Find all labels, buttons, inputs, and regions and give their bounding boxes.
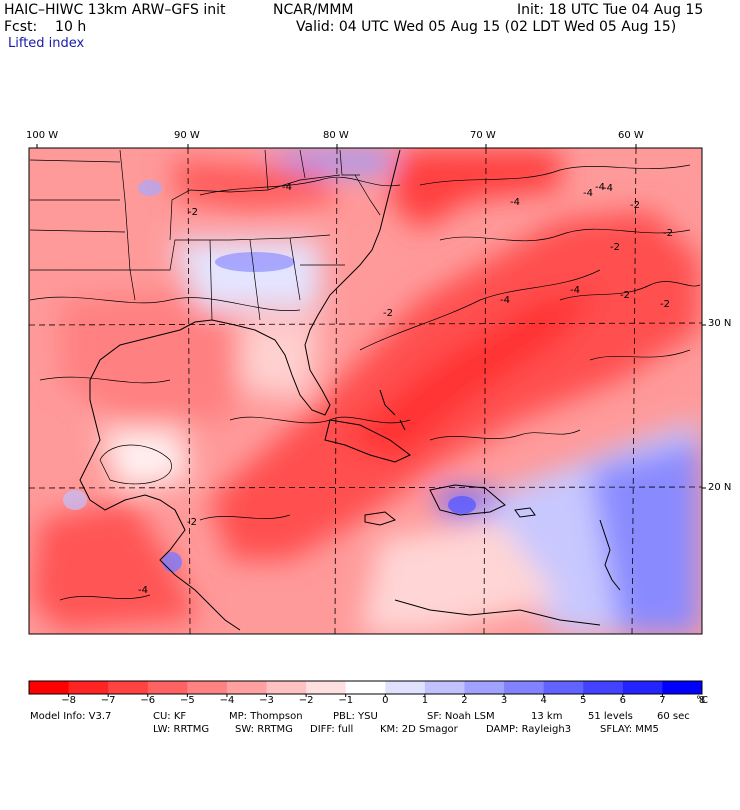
colorbar-swatch bbox=[622, 681, 663, 694]
colorbar-tick-label: −1 bbox=[338, 695, 354, 706]
blue-patch-mexico bbox=[63, 490, 87, 510]
contour-label: -2 bbox=[660, 299, 670, 310]
colorbar-swatch bbox=[29, 681, 70, 694]
contour-label-group: -4 -4 -2 -2 -4 -2 -4 -2 -2 -2 -4 -4 -2 -… bbox=[138, 182, 673, 596]
colorbar-swatch bbox=[504, 681, 545, 694]
contour-label: -4 bbox=[138, 585, 148, 596]
contour-label: -4 bbox=[603, 183, 613, 194]
colorbar-tick-label: −2 bbox=[298, 695, 314, 706]
levels: 51 levels bbox=[588, 711, 633, 722]
lon-label-100w: 100 W bbox=[26, 130, 59, 141]
model-info-row1: Model Info: V3.7 CU: KF MP: Thompson PBL… bbox=[0, 711, 740, 724]
blue-patch-hispaniola bbox=[448, 496, 476, 514]
forecast-hour: Fcst: 10 h bbox=[4, 19, 87, 35]
colorbar-swatch bbox=[226, 681, 268, 694]
sflay-scheme: SFLAY: MM5 bbox=[600, 724, 659, 735]
colorbar-swatch bbox=[68, 681, 109, 694]
init-time: Init: 18 UTC Tue 04 Aug 15 bbox=[517, 2, 704, 18]
colorbar-tick-label: −6 bbox=[140, 695, 156, 706]
colorbar-swatch bbox=[662, 681, 703, 694]
colorbar-swatch bbox=[187, 681, 228, 694]
map-frame bbox=[28, 147, 703, 635]
contour-label: -4 bbox=[282, 182, 292, 193]
field-name: Lifted index bbox=[8, 36, 85, 51]
contour-label: -2 bbox=[610, 242, 620, 253]
contour-label: -4 bbox=[583, 188, 593, 199]
colorbar-tick-label: 8 bbox=[698, 695, 706, 706]
colorbar-tick-label: 7 bbox=[659, 695, 666, 706]
contour-label: -4 bbox=[595, 182, 605, 193]
map-ticks bbox=[36, 144, 706, 489]
colorbar-swatch bbox=[306, 681, 347, 694]
colorbar-tick-label: 4 bbox=[540, 695, 547, 706]
colorbar-unit: °C bbox=[696, 695, 708, 706]
colorbar-swatch bbox=[345, 681, 386, 694]
lw-scheme: LW: RRTMG bbox=[153, 724, 210, 735]
colorbar-swatch bbox=[583, 681, 624, 694]
colorbar-swatch bbox=[108, 681, 149, 694]
contour-label: -2 bbox=[663, 228, 673, 239]
diff-scheme: DIFF: full bbox=[310, 724, 354, 735]
contour-label: -2 bbox=[188, 207, 198, 218]
lat-label-20n: 20 N bbox=[708, 482, 732, 493]
contour-label: -2 bbox=[630, 200, 640, 211]
contour-label: -4 bbox=[570, 285, 580, 296]
lon-label-70w: 70 W bbox=[470, 130, 496, 141]
colorbar bbox=[28, 680, 703, 697]
colorbar-swatch bbox=[424, 681, 465, 694]
latlon-grid bbox=[29, 148, 702, 634]
contour-label: -2 bbox=[383, 308, 393, 319]
coastlines bbox=[79, 149, 621, 631]
colorbar-tick-label: 3 bbox=[500, 695, 508, 706]
blue-patch-iowa bbox=[138, 180, 162, 196]
colorbar-swatch bbox=[266, 681, 307, 694]
resolution: 13 km bbox=[531, 711, 563, 722]
colorbar-tick-label: −8 bbox=[61, 695, 76, 706]
timestep: 60 sec bbox=[657, 711, 690, 722]
contour-label: -2 bbox=[620, 290, 630, 301]
colorbar-tick-label: 5 bbox=[580, 695, 587, 706]
colorbar-tick-label: 1 bbox=[421, 695, 429, 706]
model-title: HAIC–HIWC 13km ARW–GFS init bbox=[4, 2, 226, 18]
colorbar-swatch bbox=[147, 681, 188, 694]
pbl-scheme: PBL: YSU bbox=[333, 711, 378, 722]
lifted-index-map: -4 -4 -2 -2 -4 -2 -4 -2 -2 -2 -4 -4 -2 -… bbox=[28, 144, 706, 697]
org-label: NCAR/MMM bbox=[273, 2, 354, 18]
km-scheme: KM: 2D Smagor bbox=[380, 724, 458, 735]
colorbar-tick-label: 2 bbox=[461, 695, 468, 706]
lon-label-80w: 80 W bbox=[323, 130, 349, 141]
sf-scheme: SF: Noah LSM bbox=[427, 711, 495, 722]
mp-scheme: MP: Thompson bbox=[229, 711, 303, 722]
state-borders bbox=[29, 149, 381, 321]
colorbar-tick-label: −7 bbox=[100, 695, 116, 706]
colorbar-swatch bbox=[543, 681, 584, 694]
colorbar-swatch bbox=[464, 681, 505, 694]
colorbar-swatch bbox=[385, 681, 426, 694]
cu-scheme: CU: KF bbox=[153, 711, 187, 722]
valid-time: Valid: 04 UTC Wed 05 Aug 15 (02 LDT Wed … bbox=[296, 19, 677, 35]
blue-patch-tennessee bbox=[215, 252, 295, 272]
sw-scheme: SW: RRTMG bbox=[235, 724, 293, 735]
model-info-row2: LW: RRTMG SW: RRTMG DIFF: full KM: 2D Sm… bbox=[0, 724, 740, 737]
colorbar-frame bbox=[28, 680, 703, 695]
model-version: Model Info: V3.7 bbox=[30, 711, 112, 722]
lat-label-30n: 30 N bbox=[708, 318, 732, 329]
colorbar-tick-label: 6 bbox=[619, 695, 626, 706]
contour-label: -2 bbox=[187, 517, 197, 528]
lon-label-60w: 60 W bbox=[618, 130, 644, 141]
colorbar-tick-label: −4 bbox=[219, 695, 235, 706]
colorbar-tick-label: −3 bbox=[259, 695, 274, 706]
contour-label: -4 bbox=[510, 197, 520, 208]
lon-label-90w: 90 W bbox=[174, 130, 200, 141]
colorbar-tick-label: −5 bbox=[179, 695, 195, 706]
damp-scheme: DAMP: Rayleigh3 bbox=[486, 724, 572, 735]
colorbar-tick-label: 0 bbox=[382, 695, 389, 706]
contour-label: -4 bbox=[500, 295, 510, 306]
